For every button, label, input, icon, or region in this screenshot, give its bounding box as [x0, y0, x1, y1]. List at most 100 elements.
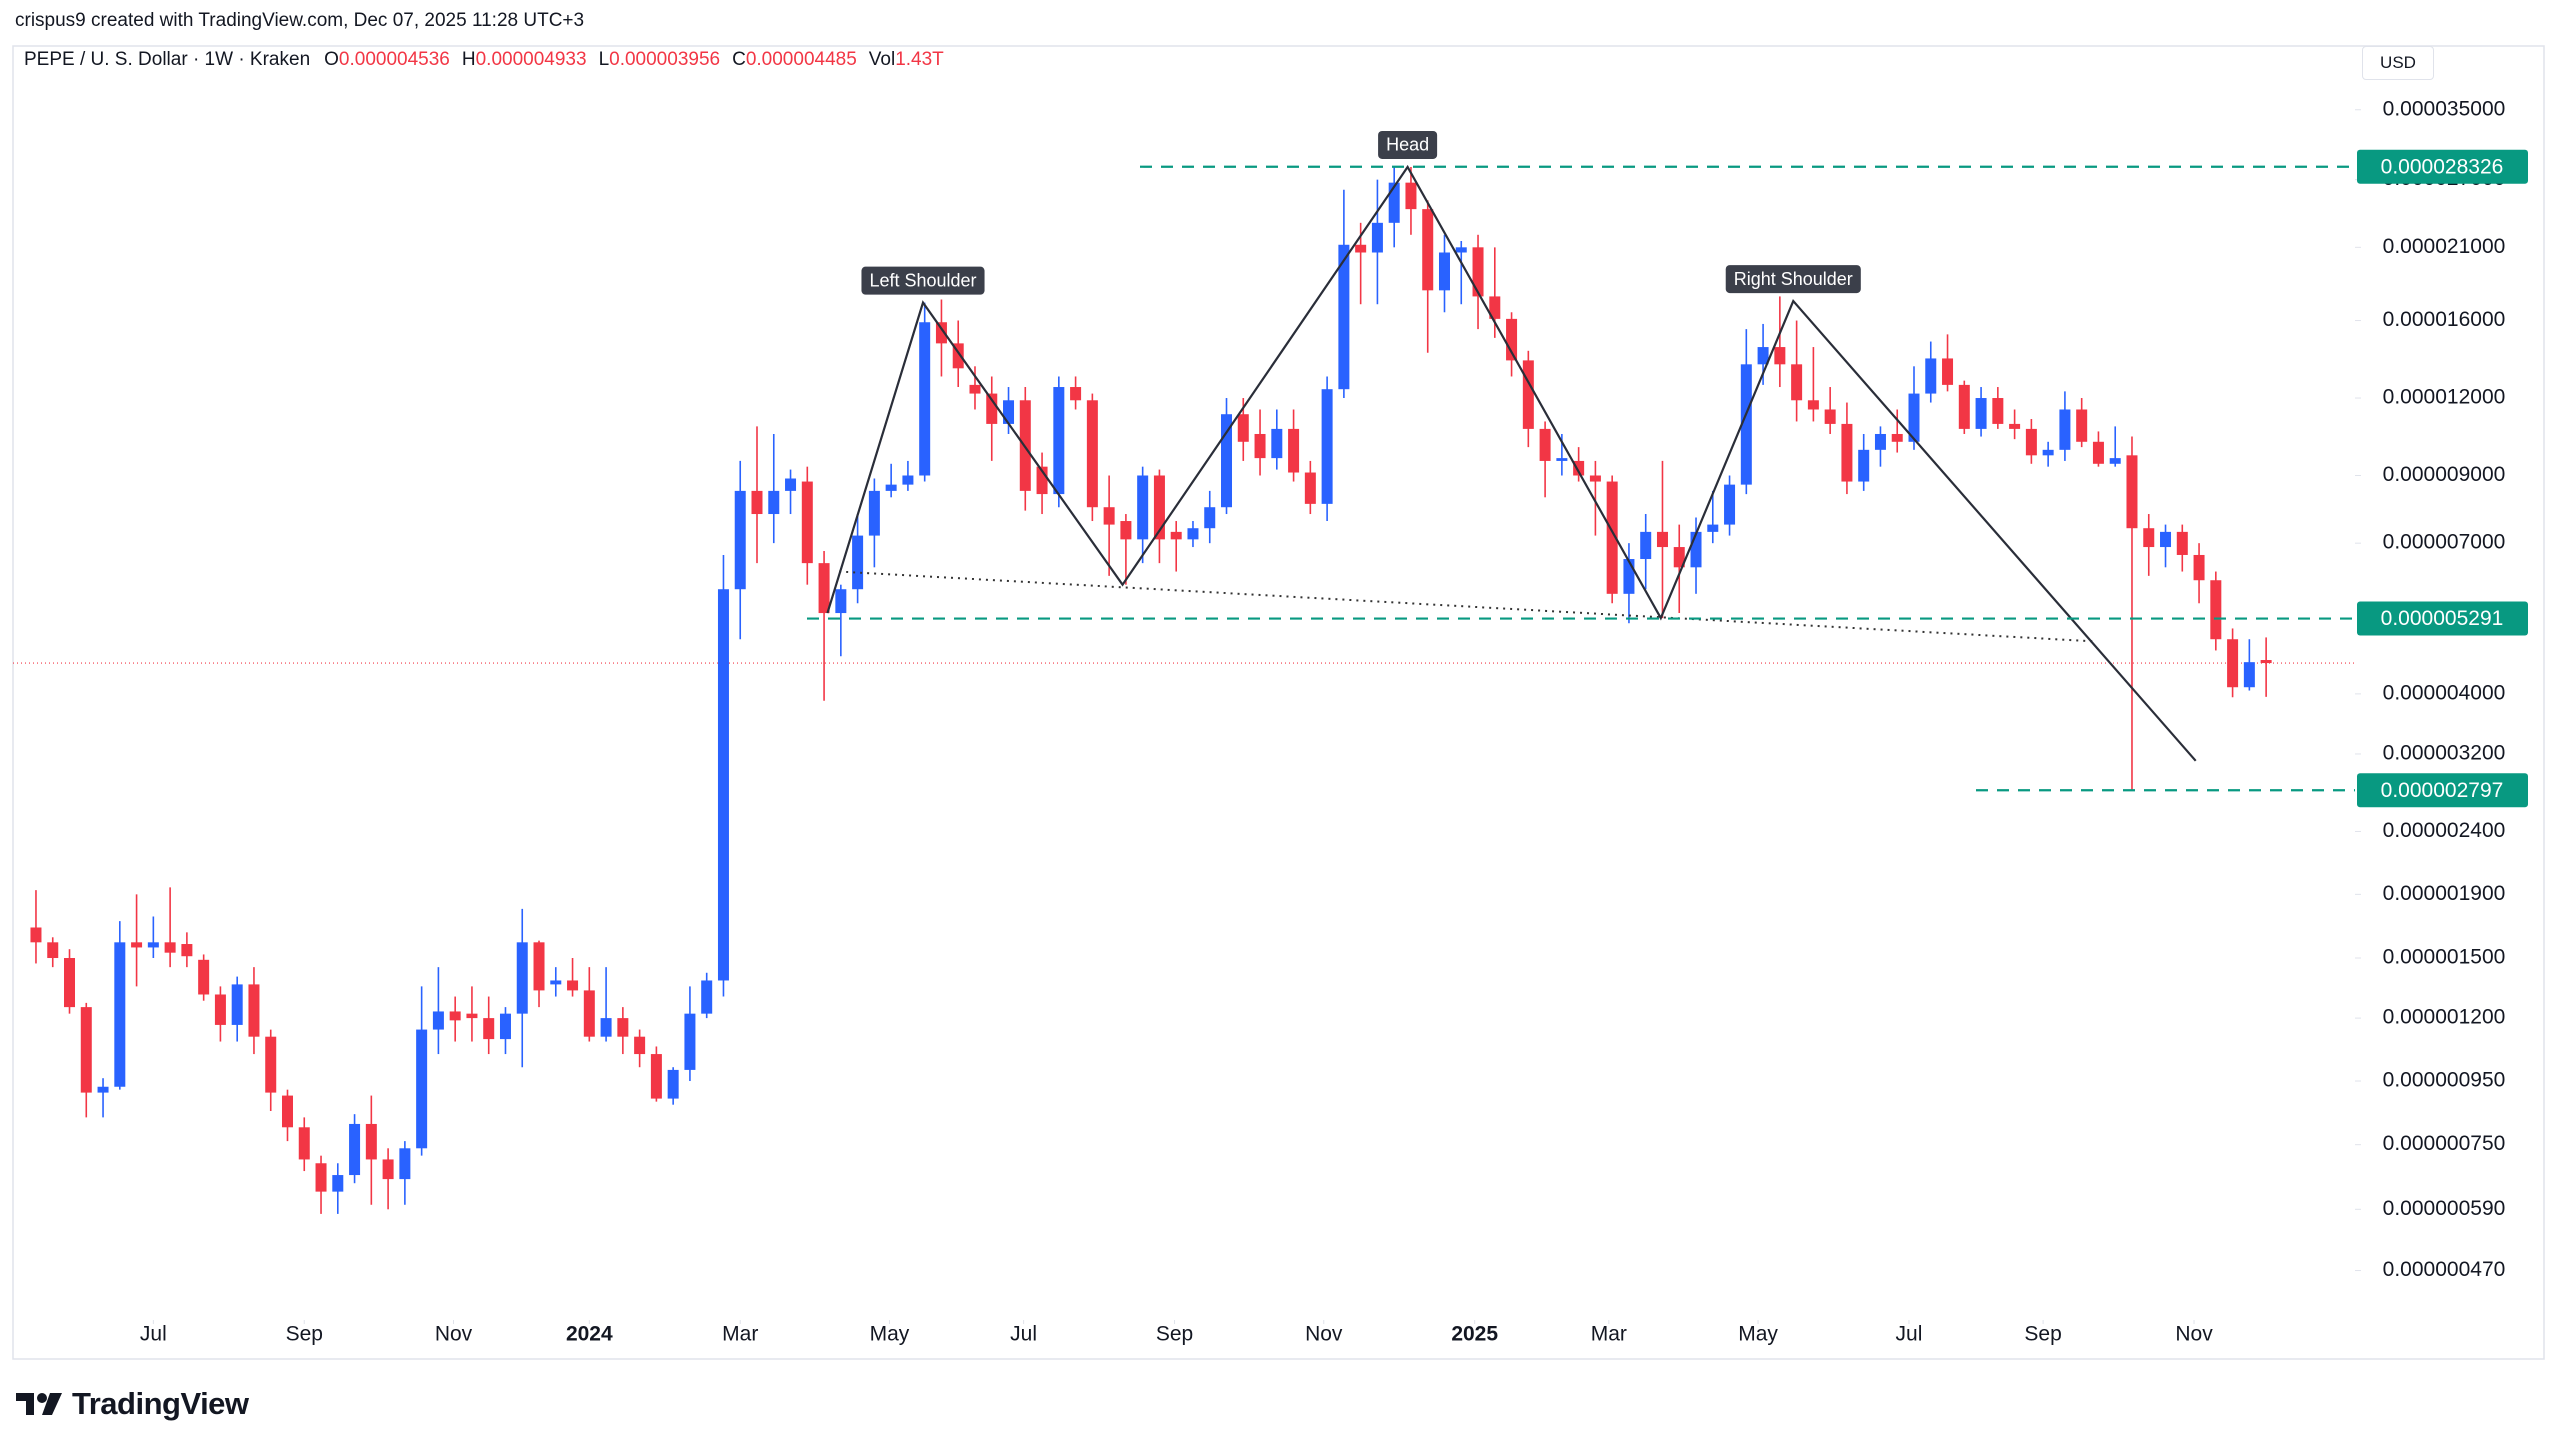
y-tick-label: 0.000001500 — [2383, 946, 2506, 969]
candle-body — [248, 984, 260, 1037]
candle-body — [214, 994, 226, 1025]
candle-body — [1774, 347, 1786, 365]
candle-body — [1958, 384, 1970, 429]
candle-body — [734, 490, 746, 590]
candle-body — [1623, 559, 1635, 594]
candle-body — [97, 1086, 109, 1093]
candle-body — [1673, 547, 1685, 568]
x-tick-label: Jul — [1010, 1323, 1037, 1346]
x-tick-label: Mar — [1591, 1323, 1627, 1346]
candle-body — [583, 990, 595, 1037]
candle-body — [281, 1095, 293, 1128]
open-value: 0.000004536 — [338, 49, 450, 70]
candle-body — [332, 1175, 344, 1192]
candle-body — [1841, 423, 1853, 482]
candle-body — [717, 589, 729, 981]
candle-body — [835, 589, 847, 614]
candle-body — [1422, 209, 1434, 291]
candle-body — [2227, 639, 2239, 688]
high-label: H — [461, 49, 476, 70]
close-label: C — [732, 49, 746, 70]
x-tick-label: Nov — [435, 1323, 473, 1346]
pattern-label-box — [861, 266, 985, 295]
candle-body — [667, 1069, 679, 1099]
candle-body — [1221, 414, 1233, 508]
candle-body — [265, 1036, 277, 1093]
candle-body — [1740, 364, 1752, 485]
candle-body — [2210, 580, 2222, 640]
chart-frame — [12, 45, 2545, 1360]
candle-body — [449, 1011, 461, 1021]
candle-body — [650, 1054, 662, 1099]
x-tick-label: Sep — [286, 1323, 323, 1346]
level-label: 0.000002797 — [2381, 779, 2504, 802]
candle-body — [751, 490, 763, 515]
candle-body — [1757, 347, 1769, 365]
candle-body — [1254, 433, 1266, 459]
candle-body — [1891, 433, 1903, 442]
candle-body — [1070, 387, 1082, 401]
candle-body — [1137, 475, 1149, 540]
candle-body — [1388, 182, 1400, 223]
candle-body — [198, 959, 210, 995]
candle-body — [1656, 531, 1668, 548]
candle-body — [617, 1018, 629, 1037]
candle-body — [382, 1159, 394, 1180]
x-tick-label: Mar — [722, 1323, 758, 1346]
candle-body — [1472, 247, 1484, 297]
candle-body — [2076, 409, 2088, 442]
candle-body — [1992, 398, 2004, 424]
y-tick-label: 0.000003200 — [2383, 742, 2506, 765]
pattern-label-box — [1725, 265, 1861, 294]
candle-body — [1086, 400, 1098, 508]
candle-body — [2059, 409, 2071, 450]
candle-body — [1724, 484, 1736, 525]
x-tick-label: Nov — [1305, 1323, 1343, 1346]
candle-body — [1455, 247, 1467, 253]
currency-button[interactable]: USD — [2362, 46, 2434, 80]
x-tick-label: Jul — [1896, 1323, 1923, 1346]
candle-body — [1355, 244, 1367, 253]
neckline — [839, 570, 2096, 643]
logo-text: TradingView — [72, 1386, 249, 1421]
x-tick-label: Jul — [140, 1323, 167, 1346]
y-tick-label: 0.000000950 — [2383, 1069, 2506, 1092]
candle-body — [1640, 531, 1652, 560]
y-tick-label: 0.000000750 — [2383, 1132, 2506, 1155]
candle-body — [1153, 475, 1165, 540]
symbol-header: PEPE / U. S. Dollar · 1W · Kraken O 0.000… — [24, 49, 956, 71]
x-tick-label: May — [870, 1323, 910, 1346]
candle-body — [1942, 358, 1954, 385]
logo: TradingView — [16, 1386, 249, 1422]
candle-body — [1925, 358, 1937, 394]
candle-body — [902, 475, 914, 485]
candle-body — [1791, 364, 1803, 401]
candle-body — [2009, 423, 2021, 429]
y-tick-label: 0.000007000 — [2383, 531, 2506, 554]
pattern-label-text: Head — [1386, 135, 1429, 155]
candle-body — [969, 384, 981, 394]
candle-body — [1187, 528, 1199, 540]
pattern-label-box — [1378, 130, 1438, 159]
candle-body — [416, 1029, 428, 1149]
candle-body — [466, 1013, 478, 1019]
candle-body — [768, 490, 780, 515]
y-tick-label: 0.000001900 — [2383, 882, 2506, 905]
candle-body — [1606, 481, 1618, 594]
candle-body — [1271, 428, 1283, 459]
candle-body — [1975, 398, 1987, 429]
candle-body — [986, 393, 998, 424]
candle-body — [801, 481, 813, 564]
pattern-line — [826, 164, 2197, 762]
candle-body — [1338, 244, 1350, 390]
candle-body — [1573, 460, 1585, 476]
x-tick-label: Sep — [1156, 1323, 1193, 1346]
low-value: 0.000003956 — [609, 49, 721, 70]
pattern-label: Left Shoulder — [861, 266, 985, 295]
candle-body — [785, 478, 797, 491]
candle-body — [2042, 449, 2054, 456]
candle-body — [2160, 531, 2172, 548]
candle-body — [1438, 252, 1450, 291]
candle-body — [919, 322, 931, 476]
